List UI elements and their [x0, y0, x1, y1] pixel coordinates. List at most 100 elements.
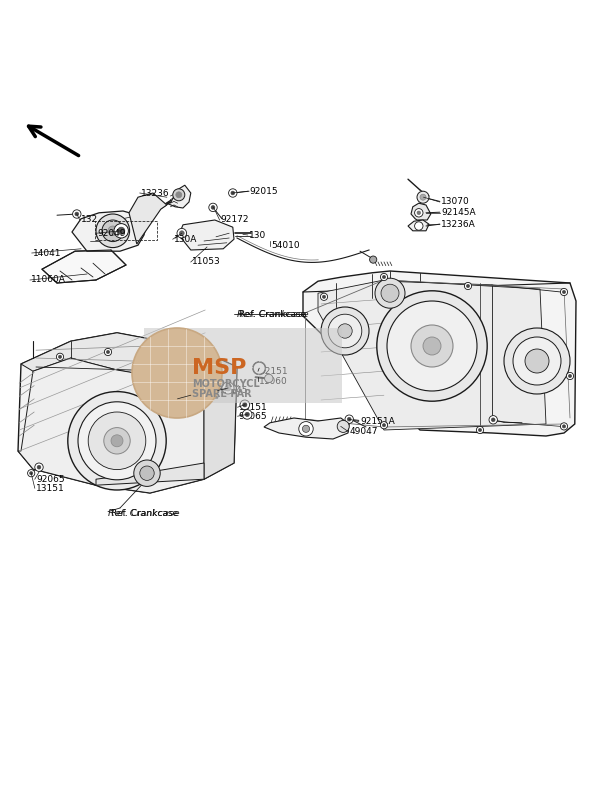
Circle shape: [108, 226, 118, 235]
Polygon shape: [96, 463, 204, 485]
Circle shape: [134, 460, 160, 486]
Circle shape: [177, 229, 187, 238]
Circle shape: [328, 314, 362, 348]
Text: 92065: 92065: [239, 412, 268, 421]
Text: Ref. Crankcase: Ref. Crankcase: [108, 510, 179, 518]
Circle shape: [562, 290, 566, 294]
Circle shape: [415, 222, 423, 230]
Text: 14041: 14041: [33, 249, 62, 258]
Text: 11060A: 11060A: [31, 275, 66, 285]
Circle shape: [152, 355, 160, 363]
Circle shape: [345, 415, 353, 423]
Circle shape: [148, 437, 155, 445]
Circle shape: [225, 385, 231, 391]
Circle shape: [231, 191, 235, 195]
Circle shape: [35, 463, 43, 471]
Circle shape: [417, 211, 421, 214]
Text: 11060: 11060: [259, 377, 288, 386]
Circle shape: [58, 355, 62, 358]
Polygon shape: [408, 220, 429, 230]
Text: 92145A: 92145A: [441, 208, 476, 218]
Polygon shape: [42, 250, 126, 283]
Polygon shape: [179, 220, 234, 250]
Circle shape: [37, 466, 41, 469]
Text: 13151: 13151: [239, 402, 268, 412]
Circle shape: [106, 350, 110, 354]
Circle shape: [382, 423, 386, 427]
Circle shape: [411, 325, 453, 367]
Text: 92065: 92065: [36, 474, 65, 484]
Text: 132: 132: [81, 215, 98, 225]
Circle shape: [132, 328, 222, 418]
Circle shape: [491, 418, 495, 422]
Text: 92015: 92015: [249, 186, 278, 196]
Circle shape: [229, 189, 237, 198]
Circle shape: [104, 427, 130, 454]
Text: 13236A: 13236A: [441, 220, 476, 229]
Circle shape: [380, 274, 388, 281]
Circle shape: [377, 291, 487, 402]
Circle shape: [381, 284, 399, 302]
FancyBboxPatch shape: [144, 328, 342, 403]
Polygon shape: [204, 352, 237, 479]
Circle shape: [525, 349, 549, 373]
Polygon shape: [167, 186, 191, 208]
Circle shape: [131, 407, 138, 414]
Text: 130A: 130A: [174, 234, 197, 244]
Circle shape: [504, 328, 570, 394]
Circle shape: [265, 374, 273, 382]
Circle shape: [240, 400, 250, 410]
Text: 13236: 13236: [141, 189, 170, 198]
Circle shape: [75, 212, 79, 216]
Circle shape: [566, 372, 574, 380]
Circle shape: [245, 412, 250, 417]
Circle shape: [96, 407, 103, 414]
Text: Ref. Crankcase: Ref. Crankcase: [239, 310, 306, 318]
Circle shape: [140, 466, 154, 480]
Polygon shape: [264, 418, 349, 439]
Circle shape: [114, 223, 128, 238]
Circle shape: [302, 426, 310, 432]
Circle shape: [417, 191, 429, 203]
Text: 11053: 11053: [192, 258, 221, 266]
Polygon shape: [411, 203, 431, 220]
Circle shape: [568, 374, 572, 378]
Circle shape: [423, 337, 441, 355]
Text: 92151A: 92151A: [360, 417, 395, 426]
Polygon shape: [18, 333, 237, 493]
Circle shape: [321, 307, 369, 355]
Circle shape: [73, 210, 81, 218]
Circle shape: [209, 203, 217, 212]
Circle shape: [420, 194, 426, 200]
Text: MSP: MSP: [192, 358, 247, 378]
Circle shape: [338, 324, 352, 338]
Circle shape: [299, 422, 313, 436]
Text: MOTORCYCL: MOTORCYCL: [192, 379, 260, 389]
Circle shape: [347, 418, 351, 421]
Circle shape: [513, 337, 561, 385]
Text: 54010: 54010: [271, 242, 300, 250]
Circle shape: [242, 410, 252, 419]
Text: SPARE PAR: SPARE PAR: [192, 389, 251, 399]
Circle shape: [382, 275, 386, 278]
Circle shape: [375, 278, 405, 308]
Circle shape: [78, 402, 156, 480]
Circle shape: [415, 209, 423, 217]
Polygon shape: [18, 358, 204, 493]
Circle shape: [242, 402, 247, 407]
Circle shape: [222, 382, 234, 394]
Circle shape: [253, 362, 265, 374]
Circle shape: [28, 470, 35, 477]
Circle shape: [118, 227, 125, 234]
Circle shape: [337, 421, 349, 432]
Circle shape: [370, 256, 377, 263]
Circle shape: [211, 206, 215, 210]
Circle shape: [176, 192, 182, 198]
Text: 13070: 13070: [441, 198, 470, 206]
Circle shape: [320, 293, 328, 300]
Text: 92172: 92172: [221, 215, 250, 225]
Circle shape: [560, 422, 568, 430]
Circle shape: [380, 422, 388, 429]
Text: 49047: 49047: [350, 427, 378, 436]
Circle shape: [478, 428, 482, 432]
